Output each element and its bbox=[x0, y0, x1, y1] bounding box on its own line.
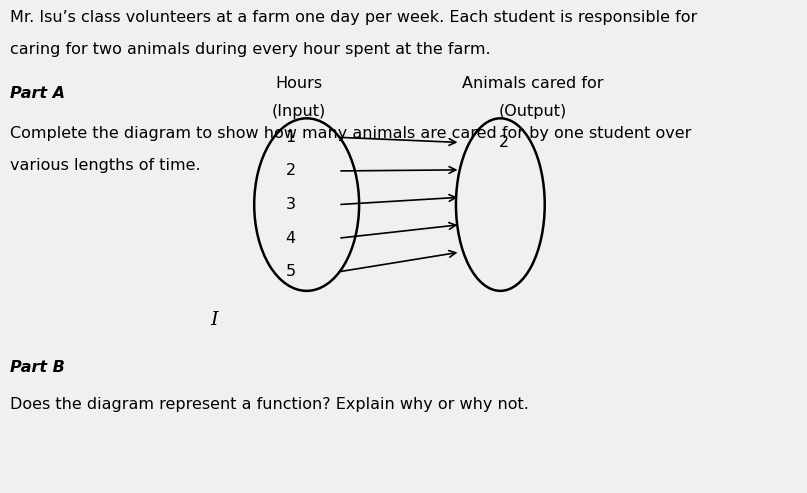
Text: Hours: Hours bbox=[275, 76, 322, 91]
Text: (Output): (Output) bbox=[499, 104, 567, 118]
Text: 2: 2 bbox=[500, 135, 509, 150]
Text: Complete the diagram to show how many animals are cared for by one student over: Complete the diagram to show how many an… bbox=[10, 126, 691, 141]
Text: 4: 4 bbox=[286, 231, 295, 246]
Text: I: I bbox=[210, 311, 218, 329]
Text: 1: 1 bbox=[286, 130, 295, 145]
Text: 3: 3 bbox=[286, 197, 295, 212]
Text: caring for two animals during every hour spent at the farm.: caring for two animals during every hour… bbox=[10, 42, 491, 57]
Text: Part B: Part B bbox=[10, 360, 65, 375]
Text: 2: 2 bbox=[286, 164, 295, 178]
Text: Does the diagram represent a function? Explain why or why not.: Does the diagram represent a function? E… bbox=[10, 397, 529, 412]
Text: (Input): (Input) bbox=[271, 104, 326, 118]
Text: 5: 5 bbox=[286, 264, 295, 280]
Text: Animals cared for: Animals cared for bbox=[462, 76, 604, 91]
Text: various lengths of time.: various lengths of time. bbox=[10, 158, 200, 173]
Text: Mr. Isu’s class volunteers at a farm one day per week. Each student is responsib: Mr. Isu’s class volunteers at a farm one… bbox=[10, 10, 697, 25]
Text: Part A: Part A bbox=[10, 86, 65, 101]
